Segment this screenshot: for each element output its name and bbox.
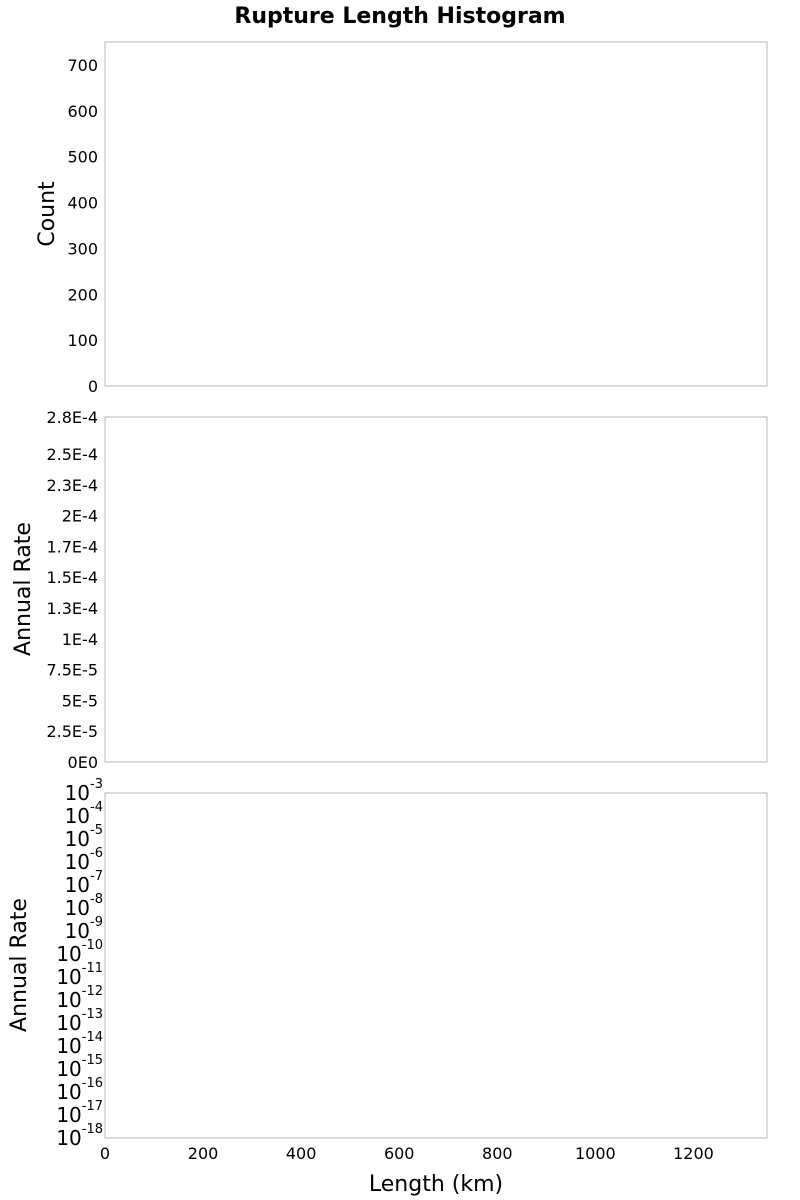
- y-tick-label: 1.3E-4: [46, 599, 98, 618]
- annual-rate-log-panel: 10-310-410-510-610-710-810-910-1010-1110…: [56, 777, 768, 1150]
- x-ticks: 0 200 400 600 800 1000 1200: [100, 1144, 714, 1163]
- x-tick-label: 1000: [575, 1144, 616, 1163]
- y-tick-label: 10-11: [56, 961, 103, 989]
- y-tick-label: 400: [67, 194, 98, 213]
- x-tick-label: 200: [188, 1144, 219, 1163]
- x-axis-label: Length (km): [369, 1172, 503, 1197]
- count-panel: 0 100 200 300 400 500 600 700: [67, 41, 768, 396]
- y-tick-label: 2E-4: [62, 507, 98, 526]
- y-tick-label: 2.5E-5: [46, 722, 98, 741]
- y-tick-label: 1.7E-4: [46, 537, 98, 556]
- chart-title: Rupture Length Histogram: [234, 4, 565, 29]
- y-tick-label: 1E-4: [62, 630, 98, 649]
- x-tick-label: 0: [100, 1144, 110, 1163]
- plot-border: [104, 41, 768, 387]
- y-tick-label: 500: [67, 148, 98, 167]
- annual-rate-linear-panel: 0E0 2.5E-5 5E-5 7.5E-5 1E-4 1.3E-4 1.5E-4 1.7E-…: [46, 408, 768, 772]
- y-tick-label: 10-4: [65, 800, 103, 828]
- x-tick-label: 1200: [673, 1144, 714, 1163]
- y-tick-label: 5E-5: [62, 691, 98, 710]
- y-tick-label: 0E0: [68, 753, 98, 772]
- y-tick-label: 10-17: [56, 1099, 103, 1127]
- plot-border: [104, 792, 768, 1139]
- y-ticks: 0E0 2.5E-5 5E-5 7.5E-5 1E-4 1.3E-4 1.5E-4 1.7E-…: [46, 408, 98, 772]
- plot-border: [104, 416, 768, 763]
- y-tick-label: 600: [67, 102, 98, 121]
- y-tick-label: 300: [67, 239, 98, 258]
- count-y-axis-label: Count: [35, 181, 60, 247]
- x-tick-label: 600: [384, 1144, 415, 1163]
- x-tick-label: 400: [286, 1144, 317, 1163]
- y-tick-label: 2.8E-4: [46, 408, 98, 427]
- annual-rate-linear-y-axis-label: Annual Rate: [11, 522, 36, 656]
- y-tick-label: 10-15: [56, 1053, 103, 1081]
- annual-rate-log-y-axis-label: Annual Rate: [7, 898, 32, 1032]
- y-tick-label: 10-5: [65, 823, 103, 851]
- y-tick-label: 2.5E-4: [46, 445, 98, 464]
- y-tick-label: 10-8: [65, 892, 103, 920]
- y-tick-label: 0: [88, 377, 98, 396]
- y-tick-label: 2.3E-4: [46, 476, 98, 495]
- y-tick-label: 1.5E-4: [46, 568, 98, 587]
- y-tick-label: 10-18: [56, 1122, 103, 1150]
- y-tick-label: 10-13: [56, 1007, 103, 1035]
- y-tick-label: 700: [67, 56, 98, 75]
- y-tick-label: 10-3: [65, 777, 103, 805]
- y-tick-label: 10-16: [56, 1076, 103, 1104]
- y-tick-label: 10-10: [56, 938, 103, 966]
- y-tick-label: 10-14: [56, 1030, 103, 1058]
- y-tick-label: 100: [67, 331, 98, 350]
- y-tick-label: 200: [67, 285, 98, 304]
- y-tick-label: 7.5E-5: [46, 661, 98, 680]
- y-ticks: 10-310-410-510-610-710-810-910-1010-1110…: [56, 777, 103, 1150]
- y-tick-label: 10-9: [65, 915, 103, 943]
- y-ticks: 0 100 200 300 400 500 600 700: [67, 56, 98, 396]
- x-tick-label: 800: [482, 1144, 513, 1163]
- y-tick-label: 10-12: [56, 984, 103, 1012]
- y-tick-label: 10-7: [65, 869, 103, 897]
- y-tick-label: 10-6: [65, 846, 103, 874]
